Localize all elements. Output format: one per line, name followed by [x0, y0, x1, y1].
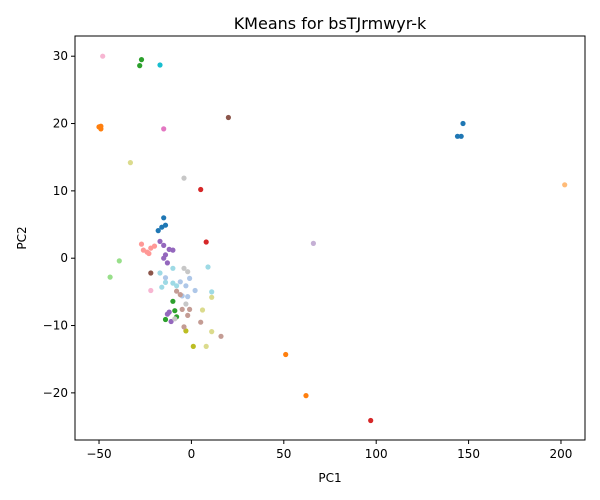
data-point-41	[225, 114, 231, 121]
data-point-24	[138, 241, 145, 247]
data-point-78	[185, 312, 191, 318]
data-point-29	[151, 243, 158, 249]
x-tick-label-0: −50	[86, 447, 111, 461]
data-point-15	[170, 298, 176, 304]
data-point-51	[127, 160, 133, 166]
data-point-81	[181, 324, 187, 330]
x-axis-label: PC1	[318, 471, 341, 485]
data-point-39	[168, 318, 174, 325]
data-point-2	[458, 133, 464, 139]
data-point-19	[107, 274, 113, 280]
x-tick-label-4: 150	[457, 447, 480, 461]
data-point-55	[203, 343, 209, 349]
data-point-59	[209, 289, 215, 295]
data-point-58	[157, 62, 163, 68]
data-point-3	[161, 215, 167, 221]
data-point-16	[172, 308, 178, 314]
data-point-42	[148, 270, 154, 276]
data-point-79	[198, 319, 204, 325]
data-point-31	[161, 242, 167, 248]
data-point-68	[177, 279, 183, 285]
data-point-1	[454, 133, 461, 139]
plot-frame	[74, 35, 586, 441]
data-point-21	[198, 186, 204, 193]
data-point-6	[155, 228, 161, 234]
y-axis: −20 −10 0 10 20 30	[43, 49, 75, 400]
y-tick-label-4: 20	[53, 117, 68, 131]
data-point-35	[161, 255, 167, 261]
x-tick-label-3: 100	[365, 447, 388, 461]
data-point-77	[187, 306, 193, 312]
data-point-73	[192, 287, 198, 294]
data-point-47	[181, 265, 187, 271]
x-axis: −50 0 50 100 150 200	[86, 440, 572, 461]
data-point-14	[137, 63, 143, 69]
data-point-54	[209, 329, 215, 335]
data-point-61	[170, 280, 176, 286]
chart-title: KMeans for bsTJrmwyr-k	[234, 14, 427, 33]
data-point-60	[170, 265, 176, 271]
data-point-17	[162, 316, 169, 323]
data-point-52	[209, 294, 215, 300]
data-point-56	[183, 328, 189, 334]
x-tick-label-2: 50	[276, 447, 291, 461]
data-point-40	[310, 240, 316, 246]
data-point-13	[138, 57, 145, 63]
data-point-10	[283, 351, 289, 358]
data-point-62	[174, 283, 180, 289]
data-point-64	[157, 270, 163, 276]
x-tick-label-5: 200	[550, 447, 573, 461]
data-point-20	[116, 258, 122, 264]
data-point-53	[199, 307, 206, 313]
data-point-9	[98, 123, 104, 129]
data-point-80	[218, 333, 224, 339]
data-point-65	[159, 284, 165, 290]
data-point-66	[205, 264, 211, 270]
y-tick-label-1: −10	[43, 319, 68, 333]
y-axis-label: PC2	[15, 226, 29, 249]
data-point-36	[164, 260, 170, 266]
data-point-70	[187, 275, 193, 281]
data-point-38	[166, 309, 172, 315]
data-point-46	[181, 175, 187, 181]
data-point-27	[146, 250, 152, 257]
data-point-63	[162, 279, 169, 285]
y-tick-label-3: 10	[53, 184, 68, 198]
y-tick-label-0: −20	[43, 386, 68, 400]
y-tick-label-2: 0	[60, 251, 68, 265]
data-point-5	[162, 222, 169, 228]
x-tick-label-1: 0	[188, 447, 196, 461]
data-point-11	[303, 393, 309, 399]
data-point-43	[161, 126, 167, 132]
data-point-74	[174, 288, 180, 294]
data-point-30	[157, 238, 163, 244]
data-point-67	[162, 275, 169, 281]
data-point-33	[170, 247, 176, 253]
data-point-0	[460, 120, 466, 127]
data-point-12	[562, 182, 568, 188]
data-point-48	[185, 269, 191, 275]
data-point-22	[203, 239, 209, 245]
data-point-45	[148, 287, 154, 294]
data-point-76	[179, 306, 185, 312]
data-point-50	[172, 316, 178, 322]
data-point-23	[368, 417, 374, 424]
data-point-72	[185, 294, 191, 300]
y-tick-label-5: 30	[53, 49, 68, 63]
data-points	[96, 53, 568, 424]
data-point-69	[183, 283, 189, 289]
data-point-44	[100, 53, 106, 59]
data-point-75	[177, 292, 183, 298]
data-point-57	[190, 343, 196, 349]
data-point-49	[183, 301, 189, 307]
